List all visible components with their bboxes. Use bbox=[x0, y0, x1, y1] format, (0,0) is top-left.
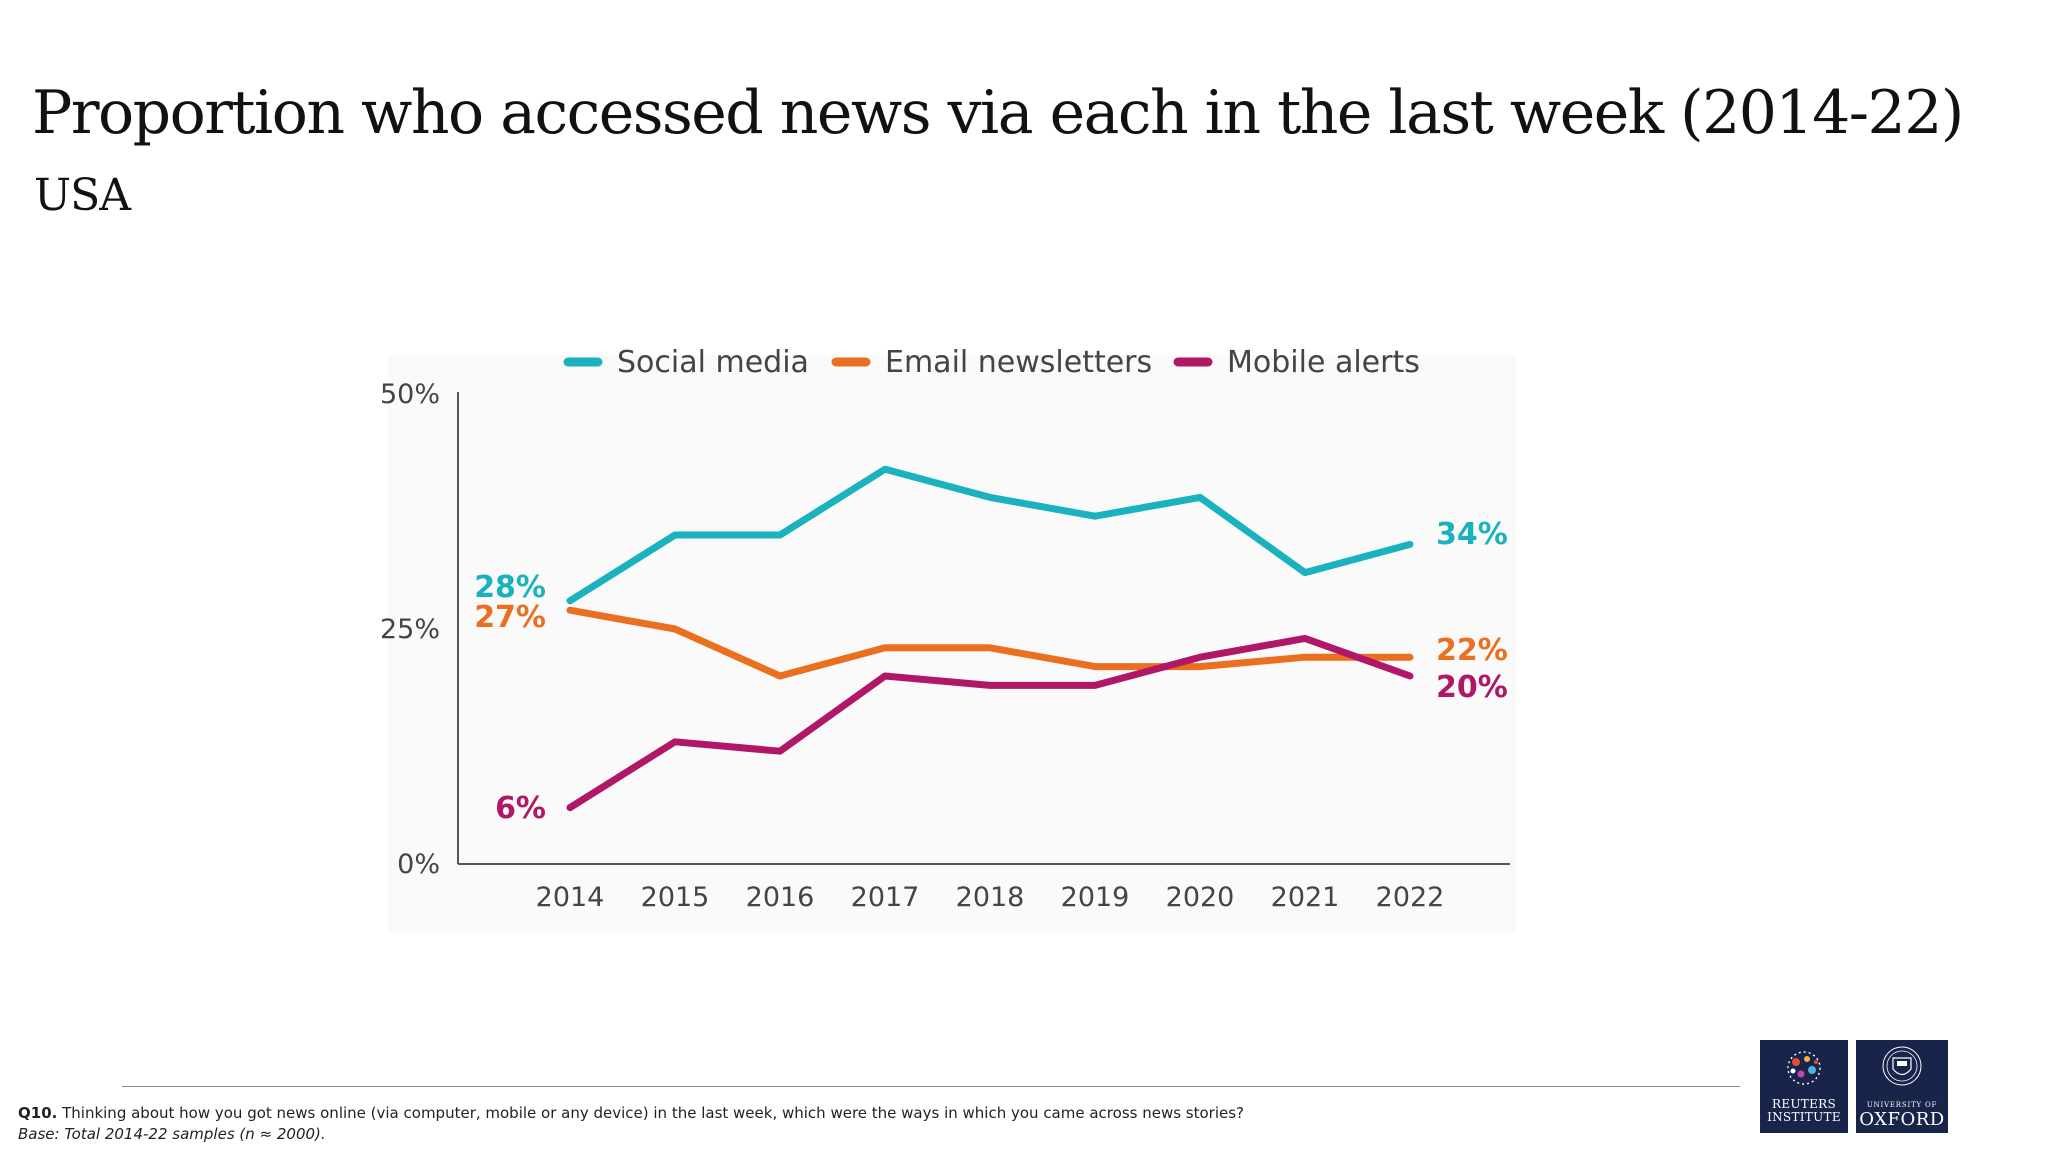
data-labels: 28% 34% 27% 22% 6% 20% bbox=[474, 517, 1508, 826]
reuters-line2: INSTITUTE bbox=[1767, 1110, 1841, 1124]
base-text: Base: Total 2014-22 samples (n ≈ 2000). bbox=[18, 1125, 326, 1143]
y-tick-label: 50% bbox=[380, 379, 440, 410]
series-lines bbox=[566, 465, 1414, 812]
legend-label-mobile-alerts: Mobile alerts bbox=[1227, 345, 1420, 380]
page-title: Proportion who accessed news via each in… bbox=[32, 78, 1964, 148]
end-label-mobile-alerts: 20% bbox=[1436, 670, 1508, 705]
start-label-email-newsletters: 27% bbox=[474, 600, 546, 635]
chart-legend: Social media Email newsletters Mobile aler… bbox=[563, 345, 1420, 380]
end-label-social-media: 34% bbox=[1436, 517, 1508, 552]
series-line-mobile-alerts bbox=[566, 634, 1414, 812]
chart-background bbox=[388, 355, 1516, 932]
oxford-line1: UNIVERSITY OF bbox=[1866, 1101, 1938, 1109]
footnote: Q10. Thinking about how you got news onl… bbox=[18, 1103, 1244, 1145]
dots-circle-icon bbox=[1787, 1051, 1821, 1085]
start-label-mobile-alerts: 6% bbox=[495, 791, 546, 826]
x-tick-label: 2017 bbox=[851, 882, 920, 913]
x-tick-label: 2021 bbox=[1271, 882, 1340, 913]
crest-icon bbox=[1882, 1046, 1922, 1086]
reuters-line1: REUTERS bbox=[1771, 1097, 1837, 1111]
reuters-institute-logo: REUTERS INSTITUTE bbox=[1760, 1040, 1848, 1133]
x-tick-label: 2018 bbox=[956, 882, 1025, 913]
page-subtitle: USA bbox=[34, 170, 131, 221]
x-axis-tick-labels: 2014 2015 2016 2017 2018 2019 2020 2021 2022 bbox=[536, 882, 1445, 913]
y-tick-label: 0% bbox=[397, 849, 440, 880]
series-line-email-newsletters bbox=[566, 606, 1414, 680]
series-line-social-media bbox=[566, 465, 1414, 605]
oxford-line2: OXFORD bbox=[1859, 1109, 1945, 1130]
footer-divider bbox=[122, 1086, 1740, 1087]
x-tick-label: 2019 bbox=[1061, 882, 1130, 913]
x-tick-label: 2022 bbox=[1376, 882, 1445, 913]
question-line: Q10. Thinking about how you got news onl… bbox=[18, 1103, 1244, 1124]
question-text: Thinking about how you got news online (… bbox=[62, 1104, 1245, 1122]
oxford-university-logo: UNIVERSITY OF OXFORD bbox=[1856, 1040, 1948, 1133]
question-label: Q10. bbox=[18, 1104, 58, 1122]
legend-label-email-newsletters: Email newsletters bbox=[885, 345, 1152, 380]
y-tick-label: 25% bbox=[380, 614, 440, 645]
end-label-email-newsletters: 22% bbox=[1436, 633, 1508, 668]
x-tick-label: 2016 bbox=[746, 882, 815, 913]
legend-label-social-media: Social media bbox=[617, 345, 809, 380]
x-tick-label: 2014 bbox=[536, 882, 605, 913]
y-axis-tick-labels: 0% 25% 50% bbox=[380, 379, 440, 880]
x-tick-label: 2015 bbox=[641, 882, 710, 913]
x-tick-label: 2020 bbox=[1166, 882, 1235, 913]
start-label-social-media: 28% bbox=[474, 570, 546, 605]
